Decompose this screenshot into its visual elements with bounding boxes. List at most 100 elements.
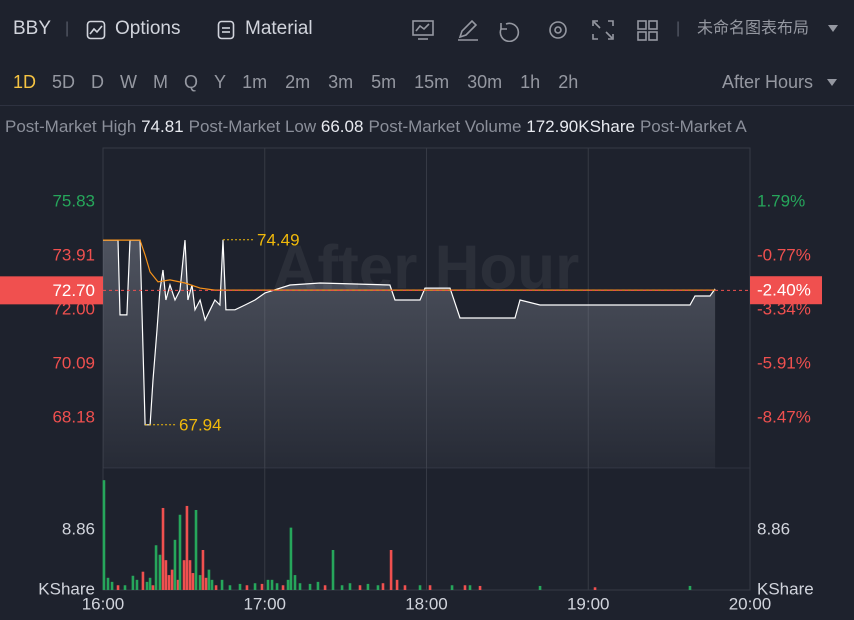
volume-bar: [170, 569, 174, 590]
volume-unit: KShare: [757, 579, 814, 598]
reset-icon[interactable]: [499, 22, 520, 42]
volume-bar: [298, 583, 302, 590]
volume-bar: [214, 585, 218, 590]
material-button[interactable]: Material: [245, 18, 313, 39]
symbol[interactable]: BBY: [13, 18, 52, 39]
timeframe-button[interactable]: 30m: [467, 72, 503, 92]
layout-icon[interactable]: [637, 20, 658, 41]
volume-bar: [450, 585, 454, 590]
volume-bar: [141, 571, 145, 590]
volume-bar: [164, 560, 168, 590]
last-price-label: 72.70: [52, 281, 95, 300]
timeframe-button[interactable]: Q: [184, 72, 199, 92]
volume-tick-label: 8.86: [757, 519, 790, 538]
y2-tick-label: -0.77%: [757, 245, 811, 264]
y-tick-label: 70.09: [52, 354, 95, 373]
volume-bar: [270, 579, 274, 590]
volume-bar: [123, 585, 127, 590]
volume-bar: [418, 585, 422, 590]
volume-bar: [167, 575, 171, 590]
layout-menu[interactable]: 未命名图表布局: [697, 20, 810, 37]
session-menu[interactable]: After Hours: [722, 72, 814, 92]
draw-icon[interactable]: [458, 19, 478, 41]
timeframe-button[interactable]: D: [91, 72, 105, 92]
last-price-tag: [0, 276, 103, 305]
options-icon[interactable]: [86, 20, 106, 40]
timeframe-button[interactable]: 1h: [520, 72, 541, 92]
volume-bar: [176, 579, 180, 590]
info-label: Post-Market Low: [188, 117, 317, 136]
info-label: Post-Market Volume: [368, 117, 522, 136]
volume-bar: [538, 585, 542, 590]
volume-bar: [316, 581, 320, 590]
volume-bar: [381, 583, 385, 590]
y-tick-label: 68.18: [52, 407, 95, 426]
volume-bar: [293, 575, 297, 590]
volume-bar: [331, 550, 335, 590]
info-label: Post-Market A: [639, 117, 747, 136]
timeframe-button[interactable]: 2h: [558, 72, 579, 92]
last-change-label: -2.40%: [757, 281, 811, 300]
timeframe-button[interactable]: 2m: [285, 72, 311, 92]
timeframe-button[interactable]: Y: [214, 72, 227, 92]
timeframe-button[interactable]: 1m: [242, 72, 268, 92]
volume-bar: [191, 573, 195, 590]
volume-bar: [389, 550, 393, 590]
volume-bar: [266, 579, 270, 590]
price-area: [103, 239, 716, 468]
timeframe-button[interactable]: 5D: [52, 72, 76, 92]
timeframe-button[interactable]: W: [120, 72, 138, 92]
annotation-label: 74.49: [257, 230, 300, 249]
separator: |: [65, 20, 70, 37]
timeframe-button[interactable]: 3m: [328, 72, 354, 92]
fullscreen-icon[interactable]: [592, 20, 614, 40]
options-button[interactable]: Options: [115, 18, 181, 39]
info-line: Post-Market High 74.81 Post-Market Low 66…: [5, 114, 854, 140]
material-icon[interactable]: [217, 20, 235, 40]
volume-bar: [220, 579, 224, 590]
indicator-icon[interactable]: [412, 20, 434, 40]
price-line: [103, 239, 716, 291]
x-tick-label: 20:00: [729, 594, 772, 613]
dropdown-arrow[interactable]: [828, 25, 838, 33]
volume-bar: [308, 583, 312, 590]
volume-bar: [145, 581, 149, 590]
last-change-tag: [750, 276, 822, 305]
info-value: 74.81: [141, 117, 184, 136]
annotation-label: 67.94: [179, 415, 222, 434]
timeframe-bar: 1D 5D D W M Q Y 1m 2m 3m 5m 15m 30m 1h 2h After Hours: [0, 58, 854, 106]
volume-bar: [185, 505, 189, 590]
timeframe-button[interactable]: M: [153, 72, 169, 92]
y2-tick-label: 1.79%: [757, 192, 805, 211]
volume-bar: [395, 579, 399, 590]
volume-bar: [463, 585, 467, 590]
volume-bar: [366, 583, 370, 590]
timeframe-button[interactable]: 1D: [13, 72, 37, 92]
info-value: 66.08: [320, 117, 364, 136]
volume-bar: [188, 560, 192, 590]
timeframe-button[interactable]: 15m: [414, 72, 450, 92]
volume-tick-label: 8.86: [62, 519, 95, 538]
volume-bar: [275, 583, 279, 590]
toolbar: BBY | Options Material | 未命名图表布局: [0, 0, 854, 58]
timeframe-button[interactable]: 5m: [371, 72, 397, 92]
volume-bar: [154, 545, 158, 590]
volume-bar: [478, 585, 482, 590]
volume-bar: [260, 583, 264, 590]
volume-bar: [110, 581, 114, 590]
y-tick-label: 72.00: [52, 300, 95, 319]
y-tick-label: 75.83: [52, 191, 95, 210]
dropdown-arrow[interactable]: [827, 79, 837, 87]
volume-bar: [148, 577, 152, 590]
volume-bar: [428, 585, 432, 590]
volume-bar: [348, 583, 352, 590]
settings-icon[interactable]: [549, 21, 567, 39]
volume-bar: [116, 585, 120, 590]
x-tick-label: 18:00: [405, 594, 448, 613]
volume-bar: [182, 560, 186, 590]
volume-bar: [194, 510, 198, 590]
volume-bar: [102, 480, 106, 590]
volume-bar: [340, 585, 344, 590]
volume-bar: [238, 583, 242, 590]
